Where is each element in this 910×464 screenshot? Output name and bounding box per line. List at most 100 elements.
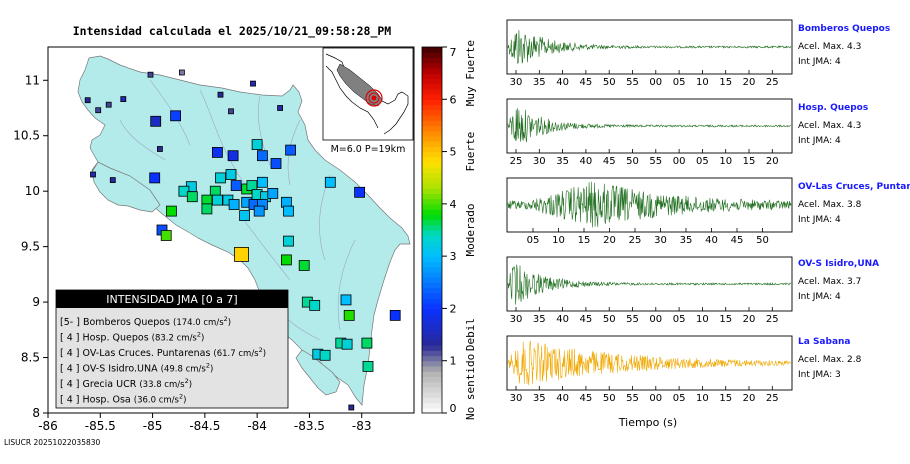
legend-row: [ 4 ] Hosp. Osa (36.0 cm/s2) (60, 393, 186, 406)
colorbar-cell (422, 256, 442, 262)
station-marker (156, 146, 163, 152)
time-tick-label: 30 (510, 314, 523, 325)
seismogram-panel: 30 35 40 45 50 55 00 05 10 15 20 25 (506, 335, 793, 404)
time-tick-label: 10 (719, 156, 732, 167)
colorbar-cell (422, 135, 442, 142)
time-tick-label: 40 (580, 156, 593, 167)
legend-close-paren: ) (210, 365, 213, 375)
legend-close-paren: ) (263, 349, 266, 359)
waveform-line (507, 264, 792, 305)
colorbar-cell (422, 141, 442, 147)
time-tick-label: 40 (556, 77, 569, 88)
station-marker (361, 337, 373, 349)
colorbar-cell (422, 151, 442, 158)
legend-title: INTENSIDAD JMA [0 a 7] (106, 293, 237, 306)
colorbar-cell (422, 209, 442, 215)
time-tick-label: 45 (580, 314, 593, 325)
colorbar-cell (422, 156, 442, 163)
colorbar-cell (422, 62, 442, 69)
waveform-line (507, 340, 792, 386)
colorbar-cell (422, 109, 442, 116)
colorbar-cell (422, 167, 442, 174)
station-marker (109, 177, 116, 184)
station-info-ov-las-cruces: OV-Las Cruces, Puntar Acel. Max. 3.8 Int… (798, 182, 910, 225)
legend-value: (49.8 cm/s (161, 365, 207, 375)
time-tick-label: 05 (673, 393, 686, 404)
station-marker (217, 91, 224, 98)
colorbar-tick-label: 7 (450, 46, 457, 59)
time-tick-label: 10 (696, 314, 709, 325)
seismogram-panel: 25 30 35 40 45 50 55 00 05 10 15 20 (506, 98, 793, 167)
time-tick-label: 30 (533, 156, 546, 167)
colorbar-cell (422, 88, 442, 95)
colorbar-cell (422, 224, 442, 231)
station-marker (362, 360, 374, 372)
time-tick-label: 30 (510, 77, 523, 88)
colorbar-cell (422, 177, 442, 184)
station-marker (250, 80, 256, 87)
colorbar-tick-label: 0 (450, 402, 457, 415)
legend-station: OV-S Isidro.UNA (83, 364, 161, 375)
station-info-ov-s-isidro: OV-S Isidro,UNA Acel. Max. 3.7 Int JMA: … (798, 259, 910, 302)
osa-peninsula (295, 349, 341, 396)
station-name: Bomberos Quepos (798, 24, 891, 34)
time-axis-label: Tiempo (s) (618, 416, 677, 429)
x-tick-label: -84.5 (189, 419, 220, 433)
time-tick-label: 45 (603, 156, 616, 167)
colorbar-tick-label: 6 (450, 93, 457, 106)
station-marker (253, 205, 265, 217)
inset-magnitude-label: M=6.0 P=19km (331, 144, 406, 155)
colorbar-cell (422, 104, 442, 111)
station-marker (160, 230, 172, 241)
colorbar-cell (422, 261, 442, 268)
legend-level: [5- ] (60, 317, 83, 328)
legend-unit-exponent: 2 (179, 393, 183, 401)
legend-station: Hosp. Osa (83, 395, 134, 406)
station-int: Int JMA: 4 (798, 136, 841, 146)
y-tick-label: 10 (25, 184, 40, 198)
legend-station: Bomberos Quepos (83, 317, 173, 328)
time-tick-label: 35 (533, 77, 546, 88)
colorbar-cell (422, 355, 442, 362)
legend-value: (61.7 cm/s (213, 349, 259, 359)
time-tick-label: 50 (756, 235, 769, 246)
time-tick-label: 15 (578, 235, 591, 246)
seismogram-panel: 30 35 40 45 50 55 00 05 10 15 20 25 (506, 19, 793, 88)
x-tick-label: -86 (38, 419, 58, 433)
station-marker (225, 169, 237, 180)
station-marker (285, 144, 297, 156)
legend-level: [ 4 ] (60, 395, 83, 406)
station-int: Int JMA: 4 (798, 292, 841, 302)
colorbar-cell (422, 188, 442, 194)
legend-level: [ 4 ] (60, 379, 83, 390)
time-tick-label: 20 (603, 235, 616, 246)
station-marker (178, 69, 185, 76)
colorbar-cell (422, 172, 442, 179)
colorbar-cell (422, 73, 442, 79)
station-acel: Acel. Max. 4.3 (798, 42, 862, 52)
colorbar-cell (422, 114, 442, 121)
legend-value: (33.8 cm/s (139, 380, 185, 390)
colorbar-cell (422, 282, 442, 289)
colorbar-cell (422, 219, 442, 226)
station-marker (147, 71, 154, 78)
time-tick-label: 15 (719, 314, 732, 325)
time-tick-label: 25 (766, 393, 779, 404)
colorbar-cell (422, 235, 442, 242)
x-tick-label: -85 (143, 419, 163, 433)
station-marker (234, 246, 249, 262)
station-int: Int JMA: 4 (798, 215, 841, 225)
time-tick-label: 25 (766, 77, 779, 88)
y-tick-label: 10.5 (13, 129, 40, 143)
station-marker (149, 172, 161, 184)
legend-level: [ 4 ] (60, 333, 83, 344)
station-name: OV-S Isidro,UNA (798, 259, 880, 269)
time-tick-label: 55 (626, 77, 639, 88)
time-tick-label: 10 (696, 393, 709, 404)
colorbar-cell (422, 193, 442, 200)
time-tick-label: 50 (626, 156, 639, 167)
station-acel: Acel. Max. 2.8 (798, 355, 862, 365)
legend-close-paren: ) (201, 334, 204, 344)
station-marker (170, 110, 182, 122)
colorbar-cell (422, 297, 442, 304)
